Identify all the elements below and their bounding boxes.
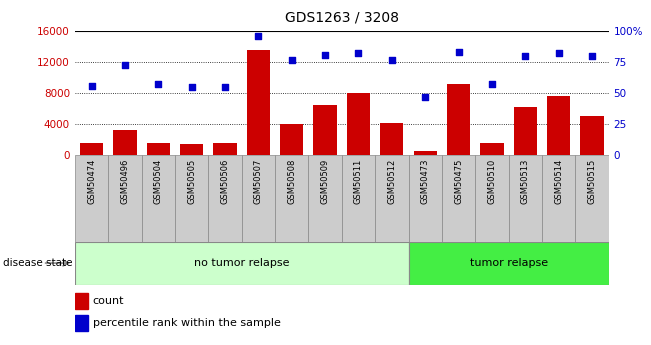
Bar bbox=[180, 144, 203, 155]
Bar bbox=[313, 105, 337, 155]
Text: GSM50504: GSM50504 bbox=[154, 159, 163, 204]
Bar bbox=[409, 241, 609, 285]
Bar bbox=[413, 151, 437, 155]
Point bbox=[520, 53, 531, 59]
Bar bbox=[146, 143, 170, 155]
Text: GSM50507: GSM50507 bbox=[254, 159, 263, 204]
Point bbox=[420, 94, 430, 100]
Bar bbox=[247, 50, 270, 155]
Bar bbox=[208, 155, 242, 242]
Text: no tumor relapse: no tumor relapse bbox=[194, 258, 290, 268]
Point bbox=[153, 82, 163, 87]
Bar bbox=[75, 293, 88, 309]
Bar bbox=[75, 155, 108, 242]
Bar bbox=[75, 241, 409, 285]
Text: count: count bbox=[93, 296, 124, 306]
Bar bbox=[214, 143, 237, 155]
Text: GSM50508: GSM50508 bbox=[287, 159, 296, 204]
Bar bbox=[175, 155, 208, 242]
Point bbox=[553, 51, 564, 56]
Point bbox=[120, 62, 130, 67]
Text: GSM50473: GSM50473 bbox=[421, 159, 430, 204]
Bar bbox=[309, 155, 342, 242]
Text: disease state: disease state bbox=[3, 258, 73, 268]
Bar bbox=[447, 84, 470, 155]
Point bbox=[487, 82, 497, 87]
Bar bbox=[280, 124, 303, 155]
Bar bbox=[475, 155, 508, 242]
Point bbox=[453, 49, 464, 55]
Bar bbox=[580, 117, 603, 155]
Text: percentile rank within the sample: percentile rank within the sample bbox=[93, 318, 281, 328]
Text: GSM50510: GSM50510 bbox=[488, 159, 497, 204]
Bar bbox=[442, 155, 475, 242]
Text: GSM50512: GSM50512 bbox=[387, 159, 396, 204]
Bar bbox=[542, 155, 575, 242]
Bar bbox=[275, 155, 309, 242]
Text: GSM50514: GSM50514 bbox=[554, 159, 563, 204]
Text: GSM50515: GSM50515 bbox=[587, 159, 596, 204]
Bar bbox=[575, 155, 609, 242]
Point bbox=[220, 84, 230, 90]
Bar bbox=[508, 155, 542, 242]
Bar bbox=[375, 155, 409, 242]
Point bbox=[87, 83, 97, 88]
Bar bbox=[80, 143, 104, 155]
Bar bbox=[108, 155, 142, 242]
Bar bbox=[142, 155, 175, 242]
Text: GSM50511: GSM50511 bbox=[354, 159, 363, 204]
Text: tumor relapse: tumor relapse bbox=[469, 258, 547, 268]
Text: GSM50513: GSM50513 bbox=[521, 159, 530, 204]
Bar bbox=[347, 93, 370, 155]
Bar bbox=[547, 96, 570, 155]
Text: GSM50475: GSM50475 bbox=[454, 159, 463, 204]
Text: GDS1263 / 3208: GDS1263 / 3208 bbox=[284, 10, 399, 24]
Bar bbox=[409, 155, 442, 242]
Bar bbox=[342, 155, 375, 242]
Text: GSM50506: GSM50506 bbox=[221, 159, 230, 204]
Bar bbox=[514, 107, 537, 155]
Point bbox=[387, 57, 397, 62]
Point bbox=[286, 57, 297, 62]
Point bbox=[320, 52, 330, 57]
Point bbox=[253, 33, 264, 39]
Text: GSM50474: GSM50474 bbox=[87, 159, 96, 204]
Text: GSM50509: GSM50509 bbox=[320, 159, 329, 204]
Bar bbox=[113, 130, 137, 155]
Text: GSM50496: GSM50496 bbox=[120, 159, 130, 204]
Bar bbox=[75, 315, 88, 331]
Point bbox=[587, 53, 597, 59]
Point bbox=[186, 84, 197, 90]
Bar bbox=[242, 155, 275, 242]
Point bbox=[353, 51, 364, 56]
Bar bbox=[480, 143, 504, 155]
Text: GSM50505: GSM50505 bbox=[187, 159, 196, 204]
Bar bbox=[380, 122, 404, 155]
